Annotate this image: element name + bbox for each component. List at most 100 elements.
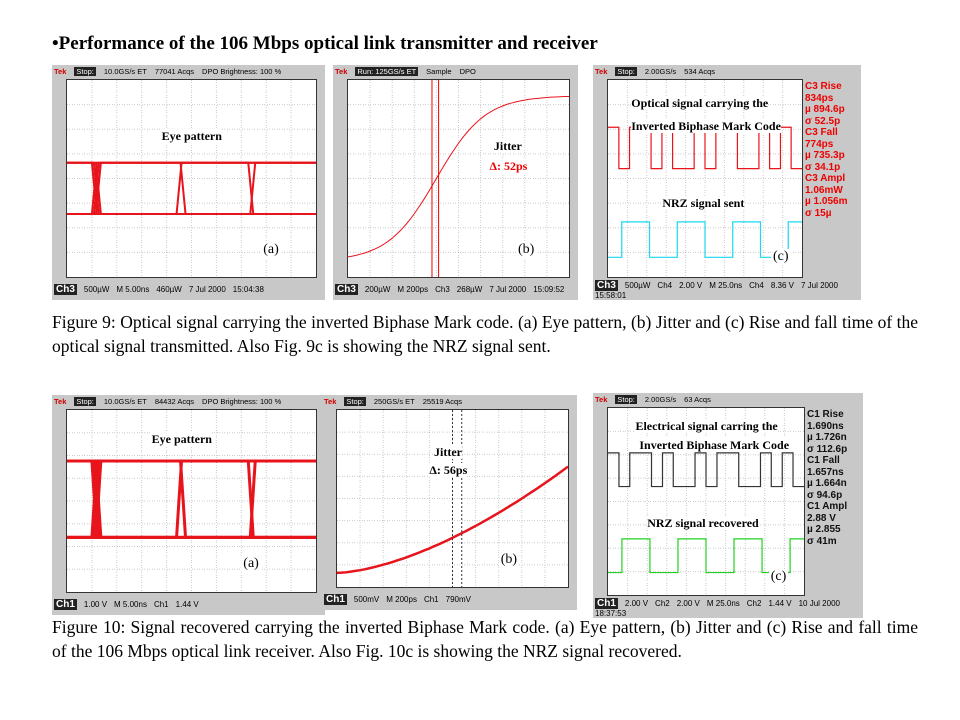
measurement-text: 2.88 V [807,512,836,524]
header-text: 77041 Acqs [154,67,195,76]
annotation: Δ: 52ps [489,158,528,173]
panel-tag: (b) [515,241,537,258]
scope-header: Tek Run: 125GS/s ET Sample DPO [335,65,576,78]
footer-text: 15:58:01 [595,290,627,300]
footer-text: Ch1 [595,597,618,609]
waveform [67,163,316,214]
header-text: Run: 125GS/s ET [355,67,419,76]
measurement-text: σ 112.6p [807,443,848,455]
panel-tag: (a) [261,241,281,258]
waveform [337,467,568,573]
annotation: NRZ signal sent [662,196,745,211]
scope-header: Tek Stop: 10.0GS/s ET 77041 Acqs DPO Brightn… [54,65,323,78]
scope-screen: Optical signal carrying the Inverted Biph… [607,79,803,278]
measurement-text: 774ps [805,138,834,150]
footer-text: 268µW [456,285,483,294]
waveform-area [348,80,569,277]
footer-text: Ch1 [324,594,347,605]
annotation: Inverted Biphase Mark Code [639,437,790,452]
header-text: 10.0GS/s ET [103,397,147,406]
scope-screenshot: Tek Stop: 250GS/s ET 25519 Acqs Ch1 500mV M 20… [322,395,577,610]
measurement-text: C1 Rise [807,409,844,420]
annotation: Inverted Biphase Mark Code [631,119,781,134]
footer-text: 2.00 V [679,280,703,290]
footer-text: 500mV [353,595,380,604]
footer-text: 1.00 V [83,600,108,609]
scope-screenshot: Tek Stop: 2.00GS/s 63 Acqs Ch1 2.00 V Ch2 2.00 … [593,393,863,618]
header-text: Tek [54,397,67,406]
measurement-text: 834ps [805,92,834,104]
header-text: Stop: [74,397,96,406]
header-text: 2.00GS/s [644,67,677,76]
annotation: Eye pattern [151,431,212,446]
figure-caption: Figure 9: Optical signal carrying the in… [52,312,918,356]
measurement-text: µ 735.3p [805,150,845,161]
footer-text: Ch3 [54,284,77,295]
header-text: DPO [459,67,476,76]
scope-screenshot: Tek Stop: 10.0GS/s ET 84432 Acqs DPO Brightn… [52,395,325,615]
footer-text: 8.36 V [770,280,794,290]
footer-text: 1.44 V [175,600,199,609]
footer-text: Ch1 [153,600,169,609]
scope-footer: Ch3 500µW M 5.00ns 460µW 7 Jul 2000 15:04:38 [54,279,323,300]
footer-text: 15:04:38 [232,285,264,294]
scope-screenshot: Tek Stop: 2.00GS/s 534 Acqs Ch3 500µW Ch4 2.00 … [593,65,861,300]
measurement-text: µ 1.664n [807,478,847,489]
waveform [67,461,316,537]
header-text: Tek [324,397,337,406]
scope-screenshot: Tek Stop: 10.0GS/s ET 77041 Acqs DPO Brightn… [52,65,325,300]
footer-text: Ch2 [655,598,670,608]
waveform [608,127,802,168]
waveform-area [337,410,568,587]
waveform [67,461,316,537]
waveform [67,461,316,537]
footer-text: 7 Jul 2000 [800,280,838,290]
annotation: NRZ signal recovered [647,516,759,531]
figure-caption: Figure 10: Signal recovered carrying the… [52,617,918,661]
waveform [67,461,316,537]
footer-text: 7 Jul 2000 [489,285,527,294]
footer-text: M 5.00ns [116,285,150,294]
waveform [348,97,569,257]
footer-text: 790mV [445,595,471,604]
scope-screenshot: Tek Run: 125GS/s ET Sample DPO Ch3 200µW M 200… [333,65,578,300]
header-text: Tek [595,67,608,76]
waveform [67,461,316,537]
measurement-text: σ 15µ [805,207,832,219]
footer-text: M 5.00ns [114,600,147,609]
waveform-area [608,408,804,595]
footer-text: Ch4 [657,280,673,290]
header-text: Stop: [344,397,366,406]
footer-text: Ch1 [423,595,439,604]
measurement-text: µ 1.056m [805,196,848,207]
waveform [67,461,316,537]
header-text: Sample [426,67,452,76]
slide-title: •Performance of the 106 Mbps optical lin… [52,33,598,54]
footer-text: M 200ps [397,285,429,294]
footer-text: Ch4 [749,280,764,290]
panel-tag: (b) [498,551,520,568]
footer-text: 500µW [624,280,651,290]
measurement-text: σ 34.1p [805,161,841,173]
header-text: 25519 Acqs [422,397,462,406]
scope-footer: Ch1 2.00 V Ch2 2.00 V M 25.0ns Ch2 1.44 V 10 Ju… [595,597,861,618]
header-text: DPO Brightness: 100 % [202,397,282,406]
scope-footer: Ch1 500mV M 200ps Ch1 790mV [324,589,575,610]
scope-header: Tek Stop: 10.0GS/s ET 84432 Acqs DPO Brightn… [54,395,323,408]
waveform [67,163,316,214]
measurement-text: C3 Rise [805,81,842,92]
measurements: C1 Rise 1.690ns µ 1.726n σ 112.6p C1 Fall 1.6… [807,409,861,547]
scope-screen: Electrical signal carring the Inverted Bi… [607,407,805,596]
header-text: 2.00GS/s [644,395,677,404]
scope-header: Tek Stop: 2.00GS/s 63 Acqs [595,393,861,406]
annotation: Δ: 56ps [429,463,468,478]
header-text: Stop: [615,395,637,404]
footer-text: 2.00 V [624,598,649,608]
measurement-text: C3 Ampl [805,173,846,184]
measurement-text: 1.657ns [807,466,844,478]
header-text: Tek [335,67,348,76]
waveform [608,453,804,487]
scope-footer: Ch3 200µW M 200ps Ch3 268µW 7 Jul 2000 15:09:5… [335,279,576,300]
footer-text: 7 Jul 2000 [188,285,226,294]
